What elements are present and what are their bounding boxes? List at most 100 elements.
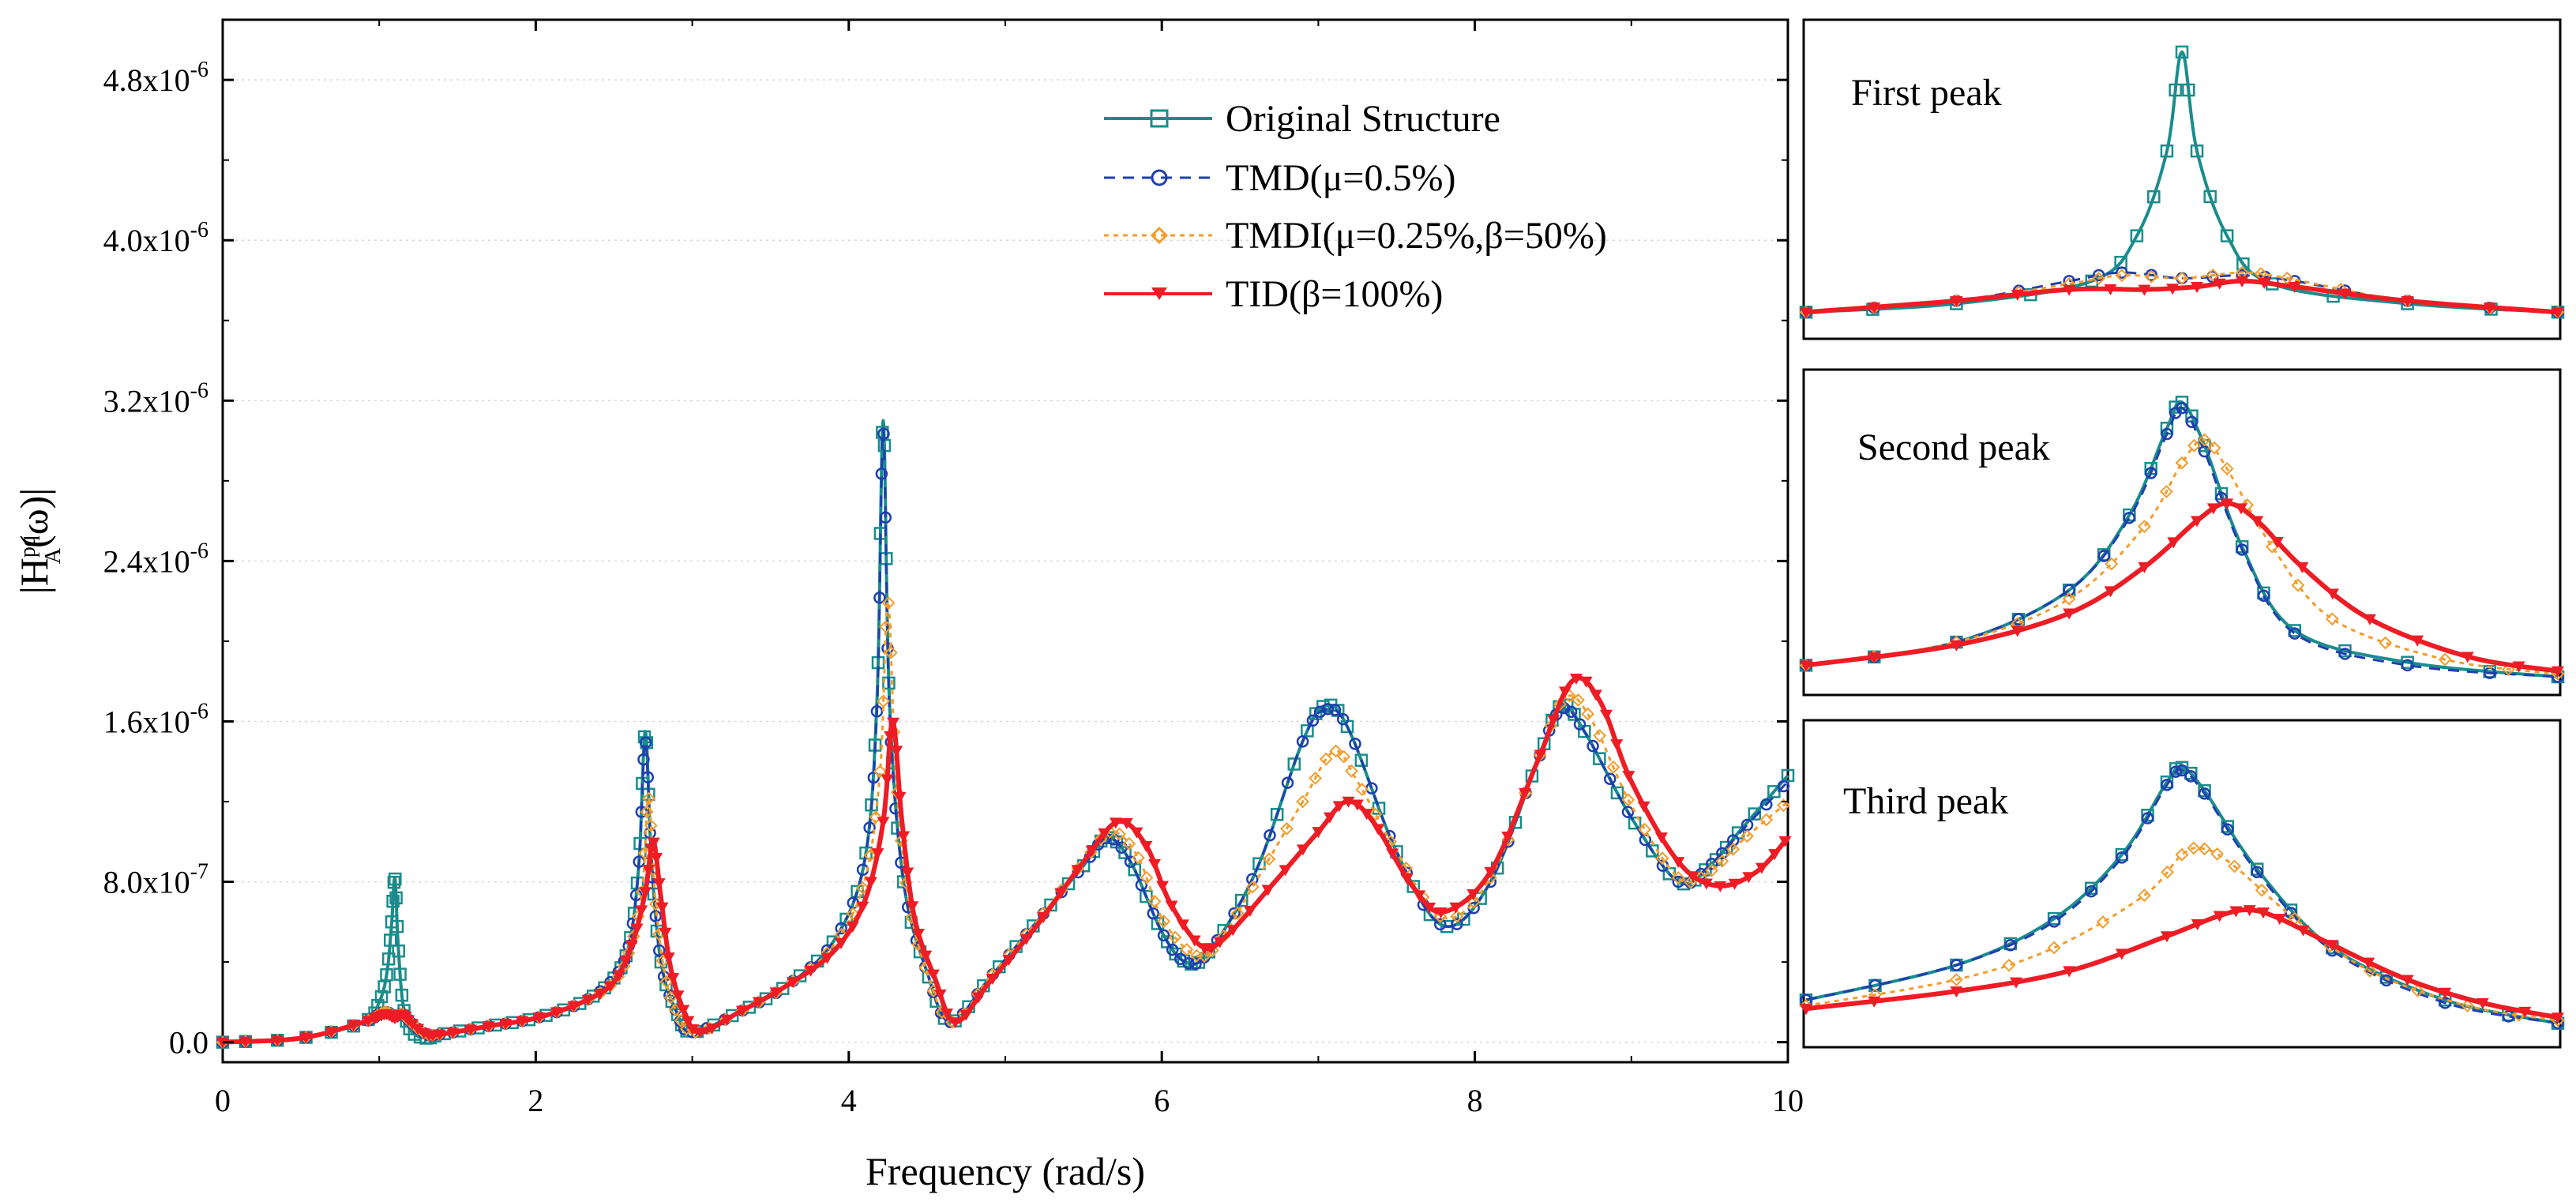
main-point-tid bbox=[1360, 809, 1373, 821]
inset-first-point-tmdi bbox=[2175, 271, 2189, 285]
main-point-tmd bbox=[1604, 772, 1617, 785]
main-point-tid bbox=[752, 997, 765, 1009]
inset-third-point-tid bbox=[2256, 907, 2270, 919]
inset-third-point-tmdi bbox=[2175, 847, 2189, 862]
inset-second-point-tid bbox=[2512, 661, 2525, 673]
main-point-original bbox=[393, 967, 407, 981]
main-point-tmd bbox=[1328, 704, 1342, 716]
main-point-tmdi bbox=[1157, 915, 1171, 928]
main-point-original bbox=[1270, 808, 1284, 821]
inset-first-peak: First peak bbox=[1799, 18, 2565, 340]
main-point-tid bbox=[647, 837, 660, 849]
inset-third-point-tmd bbox=[2161, 779, 2173, 791]
main-point-tmdi bbox=[1593, 729, 1607, 742]
y-tick-label: 1.6x10-6 bbox=[103, 699, 208, 739]
main-point-tid bbox=[1714, 881, 1727, 892]
main-point-tid bbox=[1501, 831, 1515, 843]
main-point-tid bbox=[686, 1024, 700, 1035]
inset-third-point-tid bbox=[2009, 977, 2022, 989]
main-point-tmdi bbox=[1433, 909, 1448, 923]
main-point-tid bbox=[1296, 844, 1309, 856]
inset-second-line-tmd bbox=[1805, 406, 2559, 678]
main-point-tid bbox=[884, 731, 897, 742]
main-point-tid bbox=[1261, 885, 1275, 896]
x-tick-label: 10 bbox=[1772, 1083, 1804, 1118]
inset-second-point-tmdi bbox=[2137, 520, 2151, 534]
main-point-tmdi bbox=[1132, 851, 1145, 865]
main-point-tmdi bbox=[1705, 863, 1719, 877]
inset-second-point-tid bbox=[2221, 498, 2234, 510]
main-point-tmd bbox=[1573, 718, 1587, 731]
main-point-tmd bbox=[1705, 858, 1718, 870]
inset-first-point-original bbox=[2190, 144, 2204, 158]
inset-third-point-tmd bbox=[2085, 885, 2097, 898]
main-point-tmdi bbox=[1581, 707, 1595, 721]
main-point-tid bbox=[1350, 799, 1364, 811]
main-point-tmdi bbox=[1245, 880, 1260, 894]
main-point-tmd bbox=[867, 771, 881, 784]
y-tick-label: 3.2x10-6 bbox=[103, 378, 208, 419]
main-point-tid bbox=[1243, 906, 1256, 918]
inset-second-point-tmd bbox=[2401, 659, 2414, 672]
main-point-original bbox=[392, 944, 405, 958]
inset-first-point-tid bbox=[2011, 289, 2024, 301]
main-point-original bbox=[1287, 757, 1301, 771]
inset-second-point-tid bbox=[2104, 586, 2117, 598]
main-point-tmd bbox=[1182, 956, 1195, 970]
inset-third-point-original bbox=[2221, 820, 2234, 833]
main-point-tmdi bbox=[1140, 870, 1154, 885]
inset-second-point-tmdi bbox=[2105, 557, 2119, 571]
main-point-tid bbox=[1002, 954, 1016, 966]
main-point-tmd bbox=[1349, 738, 1361, 750]
inset-third-point-tid bbox=[1868, 996, 1881, 1008]
inset-third-point-original bbox=[2115, 847, 2129, 862]
inset-third-point-tmdi bbox=[2461, 999, 2475, 1012]
inset-second-point-tid bbox=[2326, 588, 2339, 600]
main-point-tmdi bbox=[1638, 822, 1652, 836]
inset-first-point-tid bbox=[2166, 284, 2180, 295]
main-point-tid bbox=[1610, 739, 1624, 751]
main-point-tmdi bbox=[1197, 949, 1211, 963]
main-point-tid bbox=[911, 928, 925, 940]
main-point-tid bbox=[941, 1008, 954, 1020]
main-point-tid bbox=[325, 1027, 338, 1039]
inset-second-point-tmd bbox=[2289, 627, 2301, 640]
x-tick-label: 4 bbox=[841, 1083, 857, 1118]
inset-third-point-tmd bbox=[2251, 866, 2263, 879]
main-point-tmdi bbox=[846, 907, 860, 921]
inset-second-point-original bbox=[2401, 655, 2414, 669]
main-point-tid bbox=[705, 1023, 719, 1035]
main-point-tmd bbox=[1306, 714, 1320, 727]
inset-third-point-tmdi bbox=[2411, 984, 2425, 997]
main-point-tmdi bbox=[1671, 871, 1685, 885]
inset-third-point-tid bbox=[2229, 906, 2243, 918]
main-point-tmd bbox=[641, 771, 655, 783]
main-point-tmdi bbox=[1337, 749, 1351, 764]
inset-third-line-tmdi bbox=[1805, 847, 2559, 1022]
main-point-tid bbox=[1332, 801, 1346, 813]
main-point-tid bbox=[1579, 676, 1593, 688]
main-point-tid bbox=[550, 1007, 563, 1019]
main-point-tid bbox=[1323, 812, 1336, 824]
inset-third-point-tmdi bbox=[2187, 841, 2201, 855]
main-point-tmd bbox=[1246, 873, 1259, 886]
main-point-tid bbox=[677, 1005, 690, 1016]
inset-third-point-tmdi bbox=[2047, 941, 2061, 955]
main-point-tid bbox=[736, 1005, 749, 1017]
main-point-tid bbox=[919, 950, 933, 962]
legend-item-tmd: TMD(μ=0.5%) bbox=[1104, 157, 1455, 199]
inset-third-point-tmd bbox=[2221, 823, 2234, 836]
inset-first-point-tid bbox=[2138, 284, 2151, 296]
main-point-tmdi bbox=[856, 881, 869, 895]
main-point-tid bbox=[1130, 827, 1143, 839]
main-point-tid bbox=[1213, 937, 1226, 948]
main-point-original bbox=[1252, 857, 1266, 870]
inset-first-point-tmd bbox=[2092, 269, 2105, 282]
inset-second-series-tmd bbox=[1800, 401, 2564, 683]
main-point-tid bbox=[1205, 943, 1219, 955]
main-point-tid bbox=[1519, 787, 1532, 799]
main-point-tmd bbox=[1281, 776, 1294, 789]
main-point-tmdi bbox=[863, 848, 877, 862]
main-point-original bbox=[1151, 917, 1165, 930]
